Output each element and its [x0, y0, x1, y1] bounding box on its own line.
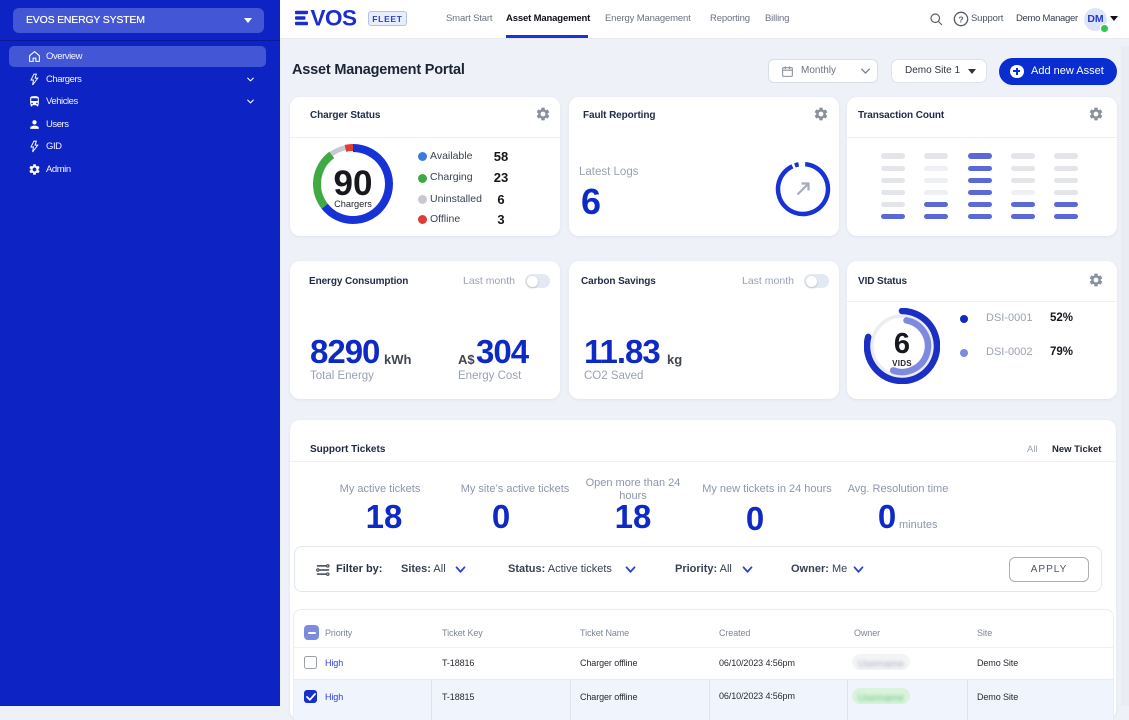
svg-text:?: ? — [958, 14, 963, 24]
svg-text:VOS: VOS — [311, 9, 358, 27]
